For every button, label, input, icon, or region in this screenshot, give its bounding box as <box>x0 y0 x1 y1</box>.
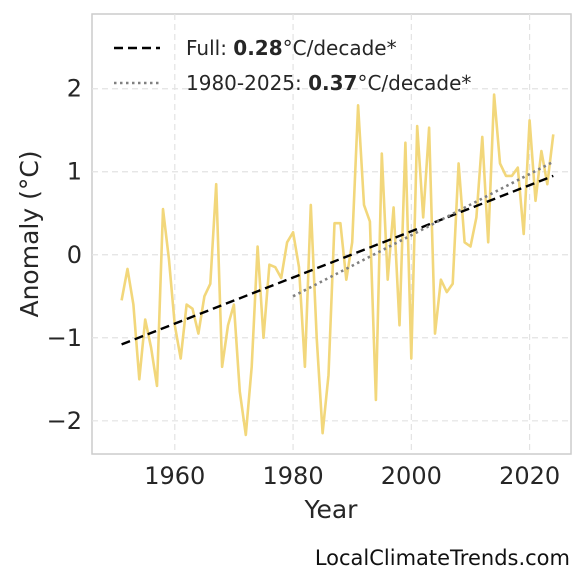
legend-trend-value: 0.28 <box>233 36 282 60</box>
x-tick-label: 2000 <box>381 462 442 490</box>
y-tick-label: 1 <box>67 158 82 186</box>
legend-label-prefix: 1980-2025: <box>186 71 308 95</box>
y-tick-label: 2 <box>67 75 82 103</box>
x-tick-label: 1980 <box>263 462 324 490</box>
x-axis-label: Year <box>304 495 359 524</box>
series-group <box>120 93 555 437</box>
legend: Full: 0.28°C/decade*1980-2025: 0.37°C/de… <box>114 36 471 95</box>
legend-label: 1980-2025: 0.37°C/decade* <box>186 71 471 95</box>
legend-label: Full: 0.28°C/decade* <box>186 36 397 60</box>
full-trend-line <box>121 174 554 346</box>
anomaly-line <box>120 93 555 437</box>
recent-trend-line <box>292 160 554 298</box>
watermark: LocalClimateTrends.com <box>314 546 570 570</box>
y-tick-label: −2 <box>47 407 82 435</box>
legend-label-suffix: °C/decade* <box>283 36 397 60</box>
x-tick-label: 2020 <box>499 462 560 490</box>
plot-area <box>91 13 572 455</box>
y-tick-label: −1 <box>47 324 82 352</box>
legend-label-suffix: °C/decade* <box>357 71 471 95</box>
y-tick-label: 0 <box>67 241 82 269</box>
legend-label-prefix: Full: <box>186 36 233 60</box>
tick-labels: 1960 1980 2000 2020 −2 −1 0 1 2 <box>47 75 561 490</box>
y-axis-label: Anomaly (°C) <box>15 150 44 317</box>
legend-trend-value: 0.37 <box>308 71 357 95</box>
x-tick-label: 1960 <box>144 462 205 490</box>
